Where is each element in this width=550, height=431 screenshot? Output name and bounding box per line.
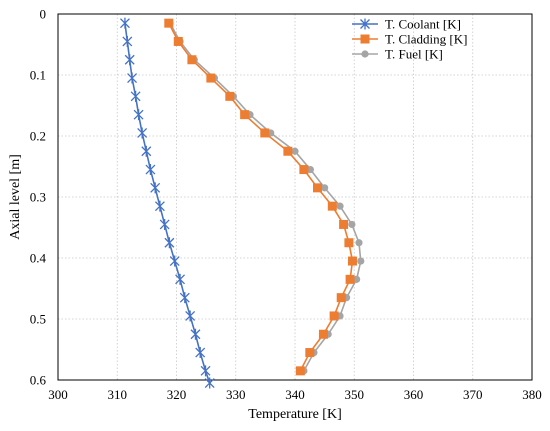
data-point [329, 311, 339, 321]
data-point [173, 36, 183, 46]
data-point [313, 183, 323, 193]
data-point [306, 165, 315, 174]
data-point [185, 310, 196, 322]
legend-entry: T. Cladding [K] [352, 32, 467, 47]
data-point [336, 293, 346, 303]
x-tick-label: 340 [285, 387, 305, 402]
data-point [360, 18, 370, 30]
data-point [348, 220, 356, 229]
data-point [336, 202, 344, 210]
data-point [124, 54, 135, 66]
tick-labels: 300 310 320 330 340 350 360 370 380 0 0.1 0.2 0.3 0.4… [30, 7, 542, 403]
data-point [360, 34, 370, 44]
data-point [195, 347, 206, 359]
y-tick-label: 0.6 [30, 373, 47, 388]
data-point [299, 165, 309, 175]
x-tick-label: 310 [108, 387, 128, 402]
x-tick-label: 320 [167, 387, 187, 402]
plot-area-frame [57, 13, 533, 381]
y-tick-label: 0.2 [30, 129, 46, 144]
data-point [327, 201, 337, 211]
data-point [347, 256, 357, 266]
data-point [339, 219, 349, 229]
data-point [175, 273, 186, 285]
series-line [124, 23, 211, 384]
data-point [206, 73, 216, 83]
x-tick-label: 300 [48, 387, 68, 402]
x-tick-label: 360 [404, 387, 424, 402]
legend-entry: T. Fuel [K] [352, 47, 443, 62]
grid [57, 13, 533, 381]
x-axis-title: Temperature [K] [248, 407, 341, 422]
data-point [361, 50, 369, 58]
data-point [187, 55, 197, 65]
y-tick-label: 0.3 [30, 190, 46, 205]
data-point [169, 255, 180, 267]
data-point [164, 18, 174, 28]
y-tick-label: 0.4 [30, 251, 47, 266]
data-point [137, 127, 148, 139]
data-point [357, 257, 365, 265]
data-point [127, 72, 138, 84]
data-point [159, 218, 170, 230]
data-point [344, 238, 354, 248]
series-0 [119, 17, 215, 389]
x-tick-label: 370 [463, 387, 483, 402]
legend-label: T. Fuel [K] [385, 47, 443, 62]
x-tick-label: 380 [522, 387, 542, 402]
data-point [150, 182, 161, 194]
x-tick-label: 330 [226, 387, 246, 402]
data-point [122, 35, 133, 47]
series-1 [164, 18, 357, 376]
data-point [179, 292, 190, 304]
x-tick-label: 350 [345, 387, 365, 402]
legend-label: T. Coolant [K] [385, 17, 461, 32]
legend: T. Coolant [K]T. Cladding [K]T. Fuel [K] [352, 17, 467, 62]
data-point [260, 128, 270, 138]
data-point [141, 145, 152, 157]
y-tick-label: 0.1 [30, 68, 46, 83]
data-point [154, 200, 165, 212]
data-point [291, 147, 299, 155]
series-layer [119, 17, 365, 389]
data-point [164, 237, 175, 249]
data-point [204, 377, 215, 389]
data-point [318, 329, 328, 339]
data-point [190, 328, 201, 340]
y-tick-label: 0.5 [30, 312, 46, 327]
legend-entry: T. Coolant [K] [352, 17, 461, 32]
data-point [355, 239, 363, 247]
data-point [145, 164, 156, 176]
data-point [295, 366, 305, 376]
data-point [130, 90, 141, 102]
data-point [119, 17, 130, 29]
data-point [200, 365, 211, 377]
data-point [133, 109, 144, 121]
y-tick-label: 0 [40, 7, 47, 22]
data-point [353, 275, 361, 283]
y-axis-title: Axial level [m] [8, 154, 23, 240]
data-point [240, 110, 250, 120]
data-point [283, 146, 293, 156]
data-point [225, 91, 235, 101]
data-point [305, 348, 315, 358]
data-point [345, 274, 355, 284]
data-point [321, 184, 329, 192]
legend-label: T. Cladding [K] [385, 32, 467, 47]
